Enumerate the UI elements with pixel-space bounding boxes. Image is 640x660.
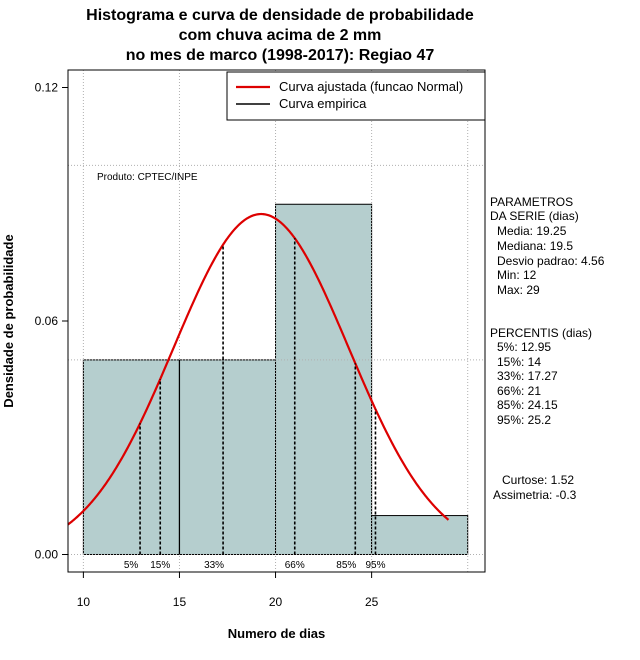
y-tick-label-1: 0.00 [35,547,59,561]
stat-curtose: Curtose: 1.52 [502,473,575,487]
product-label: Produto: CPTEC/INPE [97,172,198,183]
chart-title-line-1: Histograma e curva de densidade de proba… [86,7,474,24]
percentile-label-95: 95% [365,560,385,571]
legend-empirical-label: Curva empirica [279,96,367,111]
y-axis-label: Densidade de probabilidade [1,234,16,407]
percentil-15: 15%: 14 [497,355,542,369]
percentile-label-33: 33% [204,560,224,571]
percentil-5: 5%: 12.95 [497,340,552,354]
x-tick-label-2: 15 [173,595,187,609]
percentile-label-66: 66% [285,560,305,571]
x-tick-label-3: 20 [269,595,283,609]
histogram-bar-4 [371,515,469,555]
x-tick-label-4: 25 [365,595,379,609]
params-heading-2: DA SERIE (dias) [490,209,579,223]
percentil-85: 85%: 24.15 [497,398,558,412]
stat-assimetria: Assimetria: -0.3 [493,488,577,502]
param-media: Media: 19.25 [497,224,567,238]
legend-normal-label: Curva ajustada (funcao Normal) [279,79,463,94]
percentile-label-5: 5% [124,560,139,571]
param-max: Max: 29 [497,283,540,297]
param-min: Min: 12 [497,268,537,282]
percentil-66: 66%: 21 [497,384,542,398]
percentis-heading: PERCENTIS (dias) [490,326,593,340]
chart-title-line-2: com chuva acima de 2 mm [178,27,382,44]
histogram-bar-1 [82,359,180,555]
param-desvio: Desvio padrao: 4.56 [497,254,605,268]
histogram-bar-3 [275,203,373,555]
y-tick-label-2: 0.06 [35,314,59,328]
percentile-label-85: 85% [336,560,356,571]
histogram-bar-2 [178,359,277,555]
normal-density-curve [67,212,450,526]
percentil-95: 95%: 25.2 [497,413,552,427]
legend-box [226,71,486,121]
params-heading-1: PARAMETROS [490,195,574,209]
percentil-33: 33%: 17.27 [497,369,558,383]
percentile-label-15: 15% [150,560,170,571]
x-axis-label: Numero de dias [228,626,326,641]
chart-title-line-3: no mes de marco (1998-2017): Regiao 47 [125,47,435,64]
y-tick-label-3: 0.12 [35,81,59,95]
param-mediana: Mediana: 19.5 [497,239,574,253]
x-tick-label-1: 10 [77,595,91,609]
